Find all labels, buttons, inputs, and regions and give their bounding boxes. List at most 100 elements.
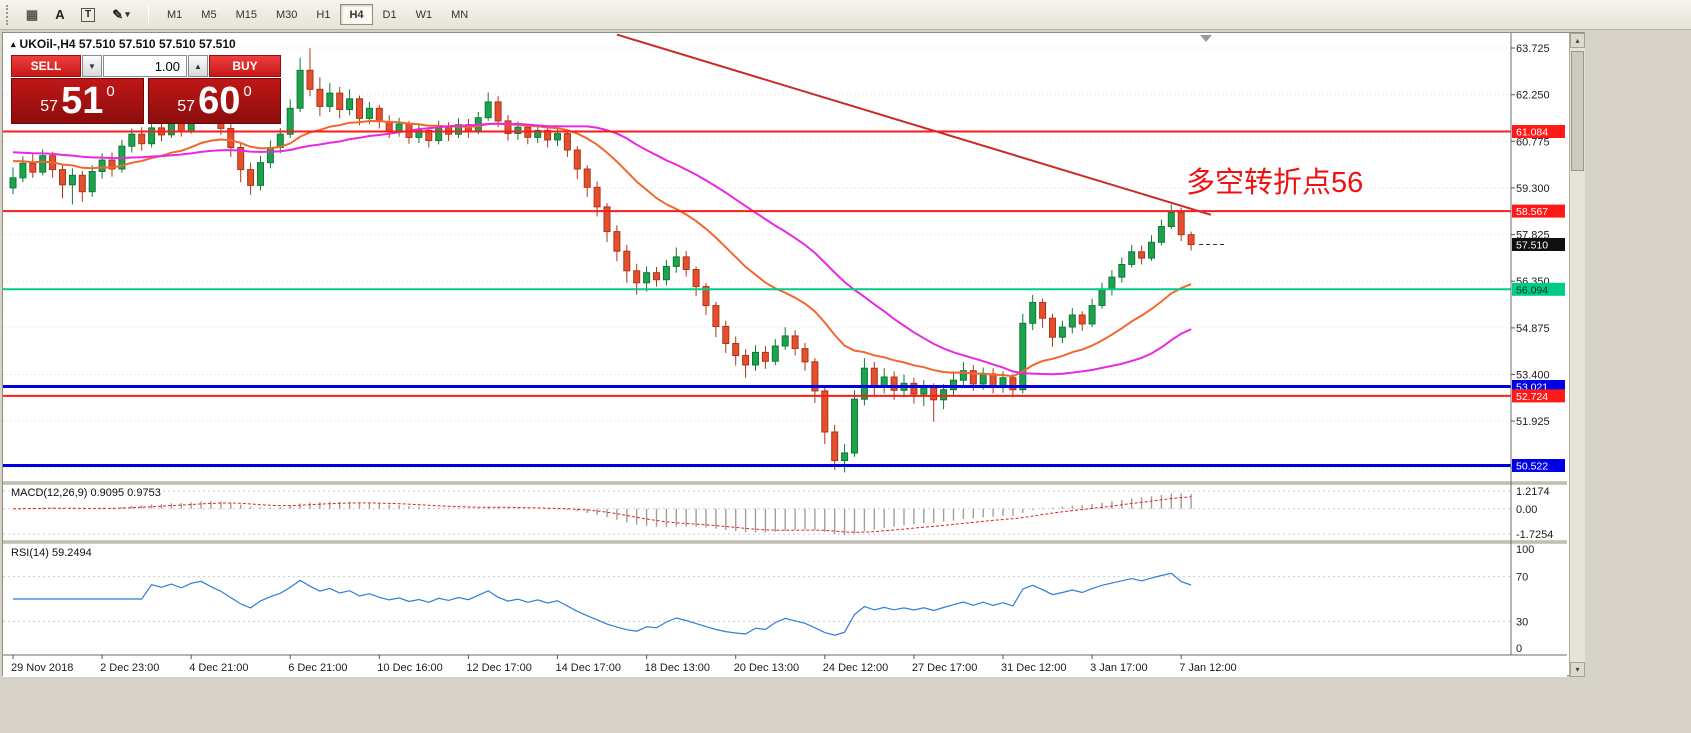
- svg-text:4 Dec 21:00: 4 Dec 21:00: [189, 662, 248, 674]
- text-tool-label: A: [55, 7, 65, 22]
- rsi-label: RSI(14) 59.2494: [11, 547, 92, 559]
- symbol-ohlc-text: UKOil-,H4 57.510 57.510 57.510 57.510: [19, 37, 236, 51]
- macd-signal-line: [12, 496, 1192, 533]
- svg-text:58.567: 58.567: [1516, 206, 1548, 218]
- bid-price-button[interactable]: 57 51 0: [11, 78, 144, 124]
- candles[interactable]: [9, 48, 1195, 473]
- timeframe-button-m15[interactable]: M15: [235, 8, 257, 21]
- svg-text:57.510: 57.510: [1516, 240, 1548, 252]
- chart-annotation-text[interactable]: 多空转折点56: [1186, 167, 1364, 199]
- horizontal-level-lines[interactable]: [3, 130, 1511, 467]
- ma-ema21-line: [12, 119, 1192, 378]
- chevron-down-icon: ▾: [125, 9, 130, 19]
- macd-label: MACD(12,26,9) 0.9095 0.9753: [11, 487, 161, 499]
- trendline[interactable]: [616, 33, 1212, 216]
- svg-text:100: 100: [1516, 544, 1534, 556]
- svg-text:6 Dec 21:00: 6 Dec 21:00: [288, 662, 347, 674]
- buy-button[interactable]: BUY: [209, 55, 281, 77]
- svg-text:-1.7254: -1.7254: [1516, 529, 1553, 541]
- volume-stepper-button[interactable]: ▲: [188, 55, 208, 77]
- svg-text:29 Nov 2018: 29 Nov 2018: [11, 662, 73, 674]
- macd-histogram: [22, 493, 1192, 536]
- ask-price-big: 60: [198, 80, 241, 122]
- scroll-up-icon[interactable]: ▴: [1570, 33, 1585, 48]
- volume-input[interactable]: [103, 55, 187, 77]
- volume-dropdown-button[interactable]: ▼: [82, 55, 102, 77]
- svg-text:54.875: 54.875: [1516, 323, 1550, 335]
- price-badge: 52.724: [1512, 389, 1565, 403]
- svg-text:60.775: 60.775: [1516, 136, 1550, 148]
- svg-text:27 Dec 17:00: 27 Dec 17:00: [912, 662, 977, 674]
- ma-sma34-line: [12, 122, 1192, 376]
- svg-text:70: 70: [1516, 572, 1528, 584]
- svg-text:59.300: 59.300: [1516, 183, 1550, 195]
- grid-tool-button[interactable]: ▦: [19, 4, 45, 26]
- ask-price-button[interactable]: 57 60 0: [148, 78, 281, 124]
- one-click-trade-panel: SELL ▼ ▲ BUY 57 51 0 57 60 0: [11, 55, 281, 124]
- chevron-down-icon: ▼: [88, 61, 96, 71]
- vertical-scrollbar[interactable]: ▴ ▾: [1569, 33, 1585, 677]
- timeframe-button-w1[interactable]: W1: [415, 8, 433, 21]
- price-scale[interactable]: 63.72562.25060.77559.30057.82556.35054.8…: [1510, 33, 1565, 655]
- ask-price-sup: 0: [243, 83, 252, 100]
- svg-text:12 Dec 17:00: 12 Dec 17:00: [466, 662, 531, 674]
- timeframe-button-m30[interactable]: M30: [275, 8, 298, 21]
- svg-text:7 Jan 12:00: 7 Jan 12:00: [1179, 662, 1237, 674]
- chevron-up-icon: ▲: [194, 61, 202, 71]
- price-badge: 50.522: [1512, 459, 1565, 473]
- svg-text:24 Dec 12:00: 24 Dec 12:00: [823, 662, 888, 674]
- timeframe-button-d1[interactable]: D1: [382, 8, 397, 21]
- svg-text:56.094: 56.094: [1516, 284, 1548, 296]
- chart-canvas[interactable]: 1.2174 0.00 -1.7254 MACD(12,26,9) 0.9095 0.…: [3, 33, 1567, 677]
- label-tool-button[interactable]: T: [75, 4, 101, 26]
- toolbar-grip[interactable]: [6, 4, 12, 25]
- bid-price-big: 51: [61, 80, 104, 122]
- svg-text:63.725: 63.725: [1516, 43, 1550, 55]
- price-badge: 61.084: [1512, 125, 1565, 139]
- grid-icon: ▦: [25, 6, 39, 22]
- chart-window[interactable]: 1.2174 0.00 -1.7254 MACD(12,26,9) 0.9095 0.…: [2, 32, 1585, 677]
- svg-text:31 Dec 12:00: 31 Dec 12:00: [1001, 662, 1066, 674]
- bid-price-sup: 0: [106, 83, 115, 100]
- label-tool-icon: T: [80, 7, 96, 22]
- toolbar-separator: [148, 4, 149, 25]
- svg-text:14 Dec 17:00: 14 Dec 17:00: [556, 662, 621, 674]
- sell-button[interactable]: SELL: [11, 55, 81, 77]
- svg-text:50.522: 50.522: [1516, 461, 1548, 473]
- svg-text:20 Dec 13:00: 20 Dec 13:00: [734, 662, 799, 674]
- svg-text:0.00: 0.00: [1516, 504, 1537, 516]
- svg-text:0: 0: [1516, 643, 1522, 655]
- svg-text:30: 30: [1516, 616, 1528, 628]
- text-tool-button[interactable]: A: [47, 4, 73, 26]
- svg-text:2 Dec 23:00: 2 Dec 23:00: [100, 662, 159, 674]
- pencil-icon: ✎: [112, 6, 124, 22]
- timeframe-group: M1 M5 M15 M30 H1 H4 D1 W1 MN: [158, 4, 477, 25]
- timeframe-button-m5[interactable]: M5: [201, 8, 217, 21]
- svg-text:51.925: 51.925: [1516, 416, 1550, 428]
- timeframe-button-h4[interactable]: H4: [340, 4, 373, 25]
- rsi-line: [13, 572, 1192, 636]
- time-axis[interactable]: 29 Nov 2018 2 Dec 23:00 4 Dec 21:00 6 Dec 2…: [3, 654, 1567, 674]
- timeframe-button-h1[interactable]: H1: [316, 8, 331, 21]
- chart-symbol-header: ▴ UKOil-,H4 57.510 57.510 57.510 57.510: [11, 37, 236, 51]
- timeframe-button-m1[interactable]: M1: [167, 8, 183, 21]
- bid-price-small: 57: [40, 98, 59, 115]
- svg-text:62.250: 62.250: [1516, 90, 1550, 102]
- svg-text:61.084: 61.084: [1516, 127, 1548, 139]
- ask-price-small: 57: [177, 98, 196, 115]
- price-badge: 56.094: [1512, 282, 1565, 296]
- svg-text:18 Dec 13:00: 18 Dec 13:00: [645, 662, 710, 674]
- svg-text:1.2174: 1.2174: [1516, 486, 1550, 498]
- svg-text:3 Jan 17:00: 3 Jan 17:00: [1090, 662, 1148, 674]
- scrollbar-thumb[interactable]: [1571, 51, 1584, 171]
- svg-text:10 Dec 16:00: 10 Dec 16:00: [377, 662, 442, 674]
- expand-arrow-icon[interactable]: ▴: [11, 38, 16, 49]
- svg-text:52.724: 52.724: [1516, 391, 1548, 403]
- scroll-down-icon[interactable]: ▾: [1570, 662, 1585, 677]
- shapes-dropdown-button[interactable]: ✎ ▾: [103, 4, 139, 26]
- timeframe-button-mn[interactable]: MN: [451, 8, 469, 21]
- chart-shift-marker[interactable]: [1200, 35, 1212, 42]
- price-badge: 57.510: [1512, 238, 1565, 252]
- price-badge: 58.567: [1512, 204, 1565, 218]
- svg-text:53.400: 53.400: [1516, 370, 1550, 382]
